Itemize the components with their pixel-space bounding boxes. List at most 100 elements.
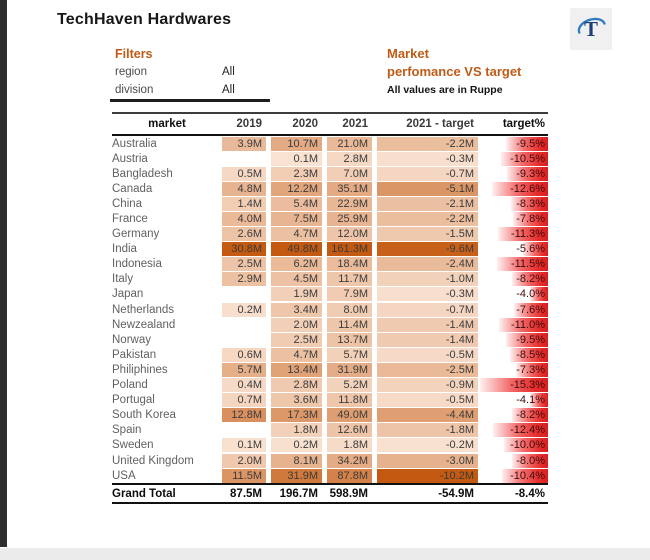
table-row: Newzealand 2.0M 11.4M -1.4M -11.0% bbox=[112, 317, 548, 332]
target-pct-value: -7.8% bbox=[516, 213, 545, 226]
value-cell: -0.3M bbox=[377, 151, 478, 166]
market-name: Canada bbox=[112, 182, 153, 195]
target-pct-value: -8.0% bbox=[516, 454, 545, 467]
value-cell: -2.4M bbox=[377, 257, 478, 272]
value-cell: -0.3M bbox=[377, 287, 478, 302]
value-cell: -2.5M bbox=[377, 362, 478, 377]
market-table: market 2019 2020 2021 2021 - target target% A… bbox=[112, 112, 548, 505]
column-header-3: 2021 bbox=[342, 118, 368, 130]
value-cell: 2.5M bbox=[271, 332, 322, 347]
value-cell: 2.0M bbox=[271, 317, 322, 332]
target-pct-databar bbox=[511, 196, 548, 211]
target-pct-cell: -8.2% bbox=[480, 272, 548, 287]
target-pct-cell: -11.0% bbox=[480, 317, 548, 332]
target-pct-databar bbox=[505, 332, 548, 347]
target-pct-value: -4.0% bbox=[516, 288, 545, 301]
target-pct-cell: -10.4% bbox=[480, 468, 548, 483]
target-pct-cell: -11.3% bbox=[480, 227, 548, 242]
target-pct-databar bbox=[506, 166, 548, 181]
value-cell: 12.0M bbox=[327, 227, 372, 242]
target-pct-value: -5.6% bbox=[516, 243, 545, 256]
value-cell: 21.0M bbox=[327, 136, 372, 151]
table-row: India 30.8M 49.8M 161.3M -9.6M -5.6% bbox=[112, 242, 548, 257]
column-header-0: market bbox=[148, 118, 186, 130]
value-cell: 1.4M bbox=[222, 196, 266, 211]
filters-heading: Filters bbox=[115, 47, 153, 61]
target-pct-value: -8.2% bbox=[516, 273, 545, 286]
value-cell: 11.5M bbox=[222, 468, 266, 483]
value-cell: 0.7M bbox=[222, 393, 266, 408]
report-subtitle-line2: perfomance VS target bbox=[387, 64, 522, 79]
market-name: Netherlands bbox=[112, 303, 175, 316]
value-cell: 49.0M bbox=[327, 408, 372, 423]
svg-text:T: T bbox=[584, 19, 598, 41]
table-row: France 4.0M 7.5M 25.9M -2.2M -7.8% bbox=[112, 211, 548, 227]
table-row: Sweden 0.1M 0.2M 1.8M -0.2M -10.0% bbox=[112, 438, 548, 453]
target-pct-value: -11.5% bbox=[510, 258, 545, 271]
target-pct-cell: -12.6% bbox=[480, 181, 548, 196]
target-pct-value: -11.3% bbox=[510, 228, 545, 241]
table-row: Pakistan 0.6M 4.7M 5.7M -0.5M -8.5% bbox=[112, 347, 548, 362]
table-row: Netherlands 0.2M 3.4M 8.0M -0.7M -7.6% bbox=[112, 302, 548, 317]
value-cell: 0.2M bbox=[222, 302, 266, 317]
target-pct-databar bbox=[505, 136, 548, 151]
value-cell: 4.5M bbox=[271, 272, 322, 287]
table-row: Austria 0.1M 2.8M -0.3M -10.5% bbox=[112, 151, 548, 166]
value-cell: 4.7M bbox=[271, 347, 322, 362]
table-row: Italy 2.9M 4.5M 11.7M -1.0M -8.2% bbox=[112, 272, 548, 287]
value-cell: 30.8M bbox=[222, 242, 266, 257]
value-cell: 35.1M bbox=[327, 181, 372, 196]
value-cell: 12.8M bbox=[222, 408, 266, 423]
value-cell: 0.4M bbox=[222, 378, 266, 393]
value-cell: 3.6M bbox=[271, 393, 322, 408]
value-cell: 2.5M bbox=[222, 257, 266, 272]
table-row: China 1.4M 5.4M 22.9M -2.1M -8.3% bbox=[112, 196, 548, 211]
value-cell: -0.9M bbox=[377, 378, 478, 393]
value-cell: 7.5M bbox=[271, 212, 322, 227]
value-cell: 0.2M bbox=[271, 438, 322, 453]
value-cell: 8.1M bbox=[271, 453, 322, 468]
market-name: USA bbox=[112, 469, 136, 482]
market-name: Portugal bbox=[112, 394, 155, 407]
target-pct-value: -10.4% bbox=[510, 469, 545, 482]
value-cell bbox=[222, 333, 266, 347]
value-cell: 49.8M bbox=[271, 242, 322, 257]
target-pct-cell: -9.5% bbox=[480, 332, 548, 347]
filter-value-division[interactable]: All bbox=[222, 84, 235, 96]
target-pct-value: -9.5% bbox=[516, 137, 545, 150]
value-cell: 18.4M bbox=[327, 257, 372, 272]
target-pct-cell: -8.2% bbox=[480, 408, 548, 423]
target-pct-databar bbox=[492, 423, 548, 438]
target-pct-value: -15.3% bbox=[510, 379, 545, 392]
market-name: Norway bbox=[112, 333, 151, 346]
value-cell: 25.9M bbox=[327, 212, 372, 227]
target-pct-databar bbox=[530, 287, 548, 302]
value-cell: 1.9M bbox=[271, 287, 322, 302]
filter-value-region[interactable]: All bbox=[222, 66, 235, 78]
target-pct-databar bbox=[514, 302, 548, 317]
target-pct-databar bbox=[501, 151, 548, 166]
value-cell: 0.1M bbox=[222, 438, 266, 453]
target-pct-cell: -5.6% bbox=[480, 242, 548, 257]
target-pct-databar bbox=[523, 242, 548, 257]
table-row: USA 11.5M 31.9M 87.8M -10.2M -10.4% bbox=[112, 468, 548, 483]
table-row: Bangladesh 0.5M 2.3M 7.0M -0.7M -9.3% bbox=[112, 166, 548, 181]
market-name: France bbox=[112, 213, 148, 226]
value-cell: 22.9M bbox=[327, 196, 372, 211]
grand-total-cell-3: 598.9M bbox=[329, 487, 368, 500]
target-pct-cell: -4.0% bbox=[480, 287, 548, 302]
market-name: United Kingdom bbox=[112, 454, 194, 467]
target-pct-cell: -15.3% bbox=[480, 378, 548, 393]
target-pct-databar bbox=[480, 378, 548, 393]
left-edge-bar bbox=[0, 0, 7, 547]
report-subtitle-line1: Market bbox=[387, 46, 429, 61]
target-pct-value: -11.0% bbox=[510, 318, 545, 331]
table-header-row: market 2019 2020 2021 2021 - target target% bbox=[112, 112, 548, 136]
table-row: United Kingdom 2.0M 8.1M 34.2M -3.0M -8.0% bbox=[112, 453, 548, 468]
logo-t-icon: T bbox=[577, 17, 606, 41]
table-row: Canada 4.8M 12.2M 35.1M -5.1M -12.6% bbox=[112, 181, 548, 196]
value-cell: -2.2M bbox=[377, 212, 478, 227]
value-cell: 87.8M bbox=[327, 468, 372, 483]
target-pct-cell: -10.5% bbox=[480, 151, 548, 166]
value-cell: 1.8M bbox=[271, 423, 322, 438]
